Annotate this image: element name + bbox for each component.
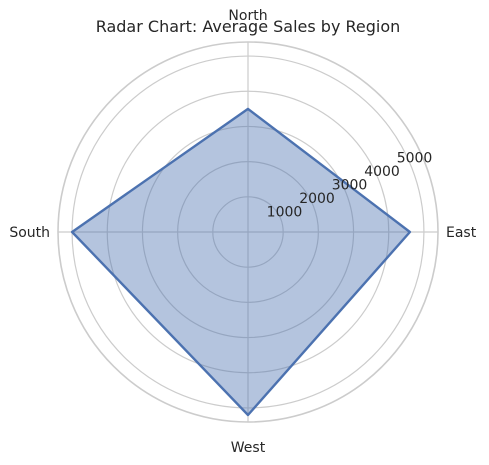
series-area — [72, 109, 410, 415]
category-label-south: South — [9, 225, 50, 241]
radial-tick-label: 1000 — [267, 205, 303, 221]
data-layer — [72, 109, 410, 415]
radial-tick-label: 4000 — [364, 164, 400, 180]
category-label-north: North — [228, 8, 267, 24]
radial-tick-label: 5000 — [397, 151, 433, 167]
radial-tick-label: 2000 — [299, 191, 335, 207]
category-label-west: West — [231, 440, 266, 456]
category-label-east: East — [446, 225, 477, 241]
radial-tick-label: 3000 — [332, 178, 368, 194]
